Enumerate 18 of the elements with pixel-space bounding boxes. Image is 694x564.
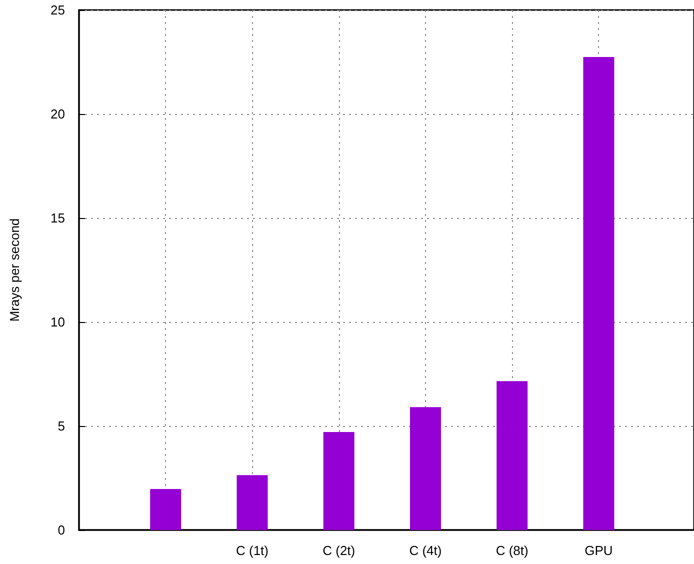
y-tick-label: 5 [58, 418, 65, 434]
y-tick-label: 15 [50, 210, 65, 226]
y-tick-label: 20 [50, 106, 65, 122]
y-tick-label: 10 [50, 314, 65, 330]
x-tick-label: C (1t) [236, 543, 268, 558]
bar [410, 407, 441, 530]
bar [583, 57, 614, 530]
bar [150, 489, 182, 530]
x-tick-label: GPU [584, 543, 613, 558]
bar [323, 432, 354, 530]
x-tick-label: C (4t) [409, 543, 442, 558]
bar [236, 475, 268, 530]
y-tick-label: 25 [50, 2, 65, 18]
x-tick-label: C (2t) [322, 543, 356, 558]
y-tick-label: 0 [58, 522, 65, 538]
y-axis-title: Mrays per second [7, 218, 22, 322]
x-tick-label: C (8t) [496, 543, 528, 558]
bar [496, 381, 528, 530]
